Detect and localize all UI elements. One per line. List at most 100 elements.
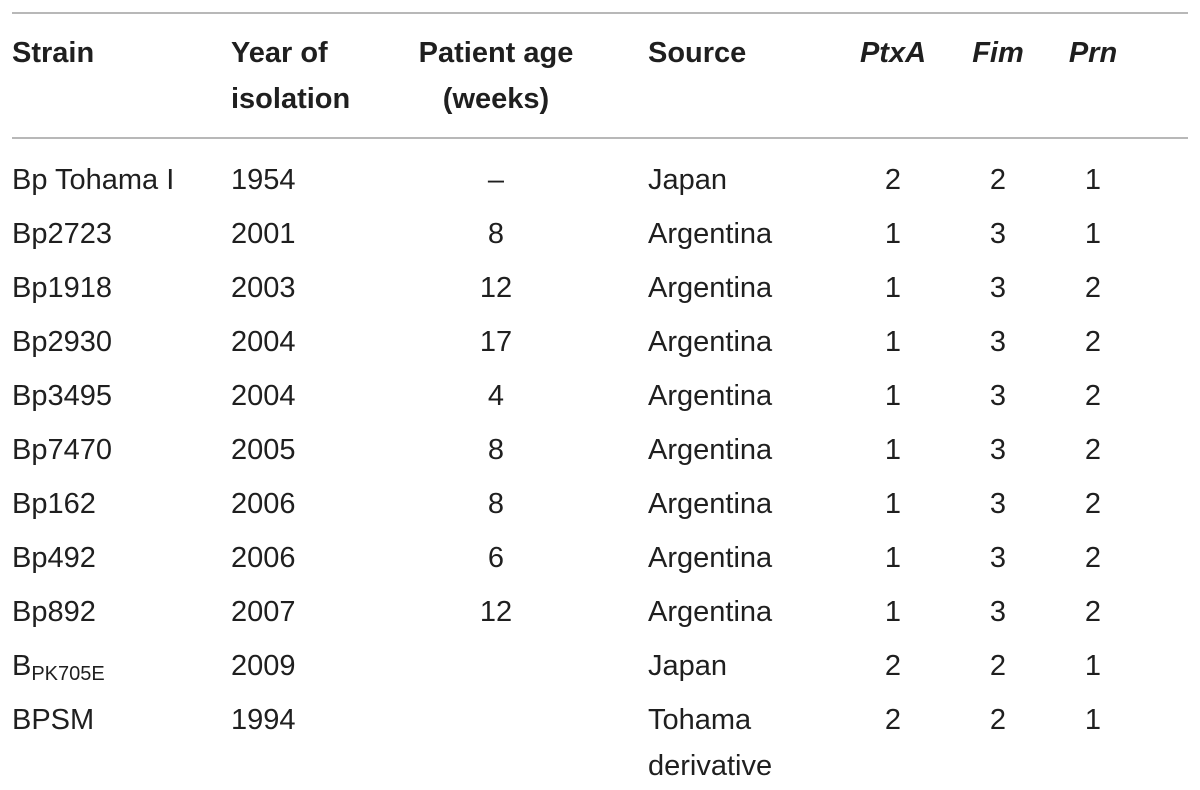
strain-name: Bp492 xyxy=(12,542,96,574)
header-year-line2: isolation xyxy=(231,83,351,115)
cell-strain: Bp Tohama I xyxy=(12,157,174,203)
cell-source: Tohama derivative xyxy=(648,697,772,789)
cell-prn: 2 xyxy=(1084,380,1102,412)
cell-age: 6 xyxy=(487,542,505,574)
strain-name: B xyxy=(12,650,32,682)
cell-prn: 1 xyxy=(1084,704,1102,736)
cell-source: Argentina xyxy=(648,265,772,311)
header-age-line1: Patient age xyxy=(418,37,574,69)
cell-ptxa: 2 xyxy=(884,704,902,736)
cell-ptxa: 2 xyxy=(884,164,902,196)
cell-source: Argentina xyxy=(648,481,772,527)
cell-strain: Bp892 xyxy=(12,589,96,635)
cell-source: Argentina xyxy=(648,535,772,581)
cell-year: 2001 xyxy=(231,218,296,250)
cell-prn: 2 xyxy=(1084,488,1102,520)
cell-source: Japan xyxy=(648,157,727,203)
cell-prn: 2 xyxy=(1084,272,1102,304)
cell-strain: Bp1918 xyxy=(12,265,112,311)
cell-age: 8 xyxy=(487,218,505,250)
cell-year: 1994 xyxy=(231,704,296,736)
cell-ptxa: 1 xyxy=(884,272,902,304)
header-age: Patient age (weeks) xyxy=(406,30,586,122)
cell-ptxa: 1 xyxy=(884,596,902,628)
cell-age: 12 xyxy=(479,596,513,628)
source-line1: Japan xyxy=(648,650,728,682)
source-line1: Argentina xyxy=(648,596,773,628)
header-ptxa: PtxA xyxy=(859,37,927,69)
strain-name: Bp3495 xyxy=(12,380,112,412)
cell-source: Japan xyxy=(648,643,727,689)
cell-strain: Bp162 xyxy=(12,481,96,527)
strain-name: Bp2930 xyxy=(12,326,112,358)
cell-prn: 1 xyxy=(1084,650,1102,682)
cell-fim: 3 xyxy=(989,272,1007,304)
cell-fim: 3 xyxy=(989,380,1007,412)
strain-name: Bp892 xyxy=(12,596,96,628)
cell-source: Argentina xyxy=(648,319,772,365)
cell-ptxa: 1 xyxy=(884,218,902,250)
header-prn: Prn xyxy=(1068,37,1118,69)
cell-age: 17 xyxy=(479,326,513,358)
cell-source: Argentina xyxy=(648,211,772,257)
source-line1: Argentina xyxy=(648,272,773,304)
cell-fim: 2 xyxy=(989,650,1007,682)
header-year-line1: Year of xyxy=(231,37,328,69)
cell-strain: Bp7470 xyxy=(12,427,112,473)
strain-name: Bp Tohama I xyxy=(12,164,175,196)
cell-strain: Bp2930 xyxy=(12,319,112,365)
cell-prn: 2 xyxy=(1084,434,1102,466)
cell-year: 2009 xyxy=(231,650,296,682)
cell-year: 2004 xyxy=(231,380,296,412)
cell-age: 4 xyxy=(487,380,505,412)
strain-subscript: PK705E xyxy=(31,663,105,685)
cell-year: 2006 xyxy=(231,542,296,574)
cell-year: 2007 xyxy=(231,596,296,628)
header-strain: Strain xyxy=(12,37,95,69)
cell-fim: 2 xyxy=(989,704,1007,736)
cell-fim: 3 xyxy=(989,596,1007,628)
cell-prn: 2 xyxy=(1084,596,1102,628)
cell-age: 12 xyxy=(479,272,513,304)
cell-year: 2004 xyxy=(231,326,296,358)
source-line1: Argentina xyxy=(648,326,773,358)
cell-fim: 3 xyxy=(989,542,1007,574)
cell-prn: 2 xyxy=(1084,326,1102,358)
cell-fim: 3 xyxy=(989,326,1007,358)
strain-name: Bp2723 xyxy=(12,218,112,250)
strain-name: Bp162 xyxy=(12,488,96,520)
strain-name: Bp1918 xyxy=(12,272,112,304)
strain-name: Bp7470 xyxy=(12,434,112,466)
source-line1: Japan xyxy=(648,164,728,196)
cell-fim: 3 xyxy=(989,488,1007,520)
cell-ptxa: 1 xyxy=(884,434,902,466)
cell-fim: 2 xyxy=(989,164,1007,196)
cell-year: 2006 xyxy=(231,488,296,520)
cell-ptxa: 1 xyxy=(884,488,902,520)
strain-name: BPSM xyxy=(12,704,95,736)
header-fim: Fim xyxy=(972,37,1024,69)
cell-year: 1954 xyxy=(231,164,296,196)
cell-ptxa: 1 xyxy=(884,326,902,358)
cell-age: 8 xyxy=(487,434,505,466)
cell-source: Argentina xyxy=(648,373,772,419)
cell-fim: 3 xyxy=(989,434,1007,466)
header-source: Source xyxy=(648,37,747,69)
table-top-rule xyxy=(12,12,1188,14)
cell-age: – xyxy=(487,164,505,196)
source-line1: Argentina xyxy=(648,542,773,574)
header-year: Year of isolation xyxy=(231,30,350,122)
cell-fim: 3 xyxy=(989,218,1007,250)
cell-prn: 1 xyxy=(1084,218,1102,250)
cell-year: 2003 xyxy=(231,272,296,304)
source-line1: Argentina xyxy=(648,218,773,250)
cell-prn: 2 xyxy=(1084,542,1102,574)
cell-ptxa: 2 xyxy=(884,650,902,682)
cell-source: Argentina xyxy=(648,589,772,635)
source-line1: Argentina xyxy=(648,434,773,466)
cell-strain: Bp2723 xyxy=(12,211,112,257)
cell-source: Argentina xyxy=(648,427,772,473)
cell-prn: 1 xyxy=(1084,164,1102,196)
cell-strain: Bp3495 xyxy=(12,373,112,419)
cell-strain: BPSM xyxy=(12,697,94,743)
